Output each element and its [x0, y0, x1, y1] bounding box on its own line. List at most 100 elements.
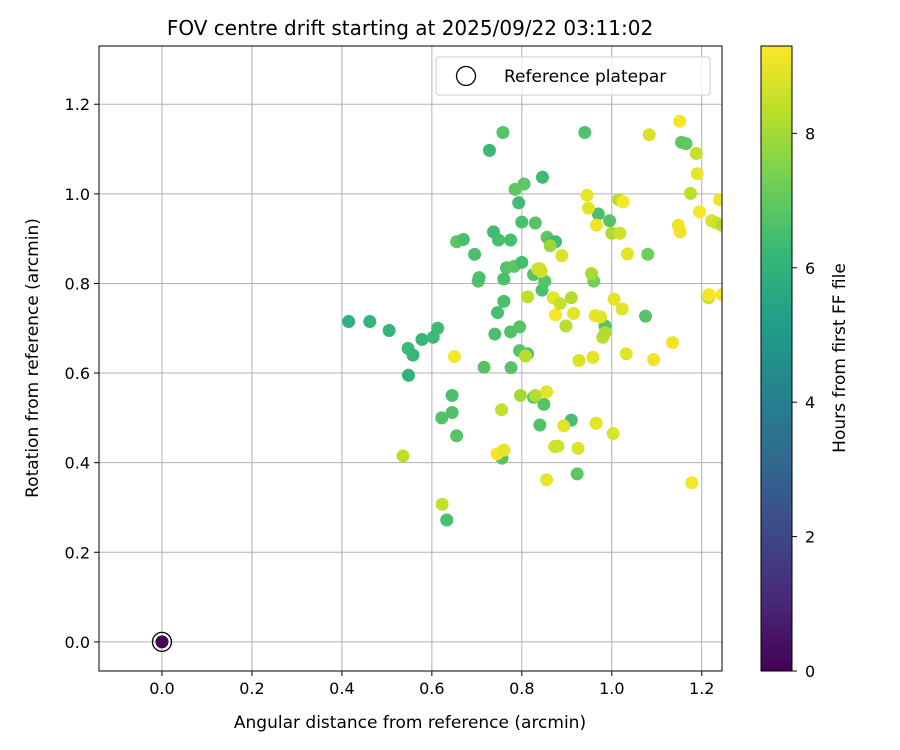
data-point: [445, 405, 459, 419]
data-point: [666, 336, 680, 350]
data-point: [504, 233, 518, 247]
data-point: [590, 218, 604, 232]
data-point: [679, 137, 693, 151]
data-point: [495, 403, 509, 417]
x-tick-label: 0.8: [509, 679, 534, 698]
data-point: [538, 274, 552, 288]
data-point: [713, 193, 722, 207]
data-point: [567, 306, 581, 320]
data-point: [559, 319, 573, 333]
x-tick-label: 0.0: [149, 679, 174, 698]
data-point: [468, 247, 482, 261]
data-points: [151, 114, 722, 653]
x-tick-label: 0.2: [239, 679, 264, 698]
data-point: [435, 497, 449, 511]
data-point: [491, 306, 505, 320]
data-point: [594, 310, 608, 324]
data-point: [518, 349, 532, 363]
colorbar-tick-label: 2: [805, 528, 815, 547]
data-point: [543, 239, 557, 253]
data-point: [673, 225, 687, 239]
data-point: [578, 125, 592, 139]
data-point: [517, 177, 531, 191]
data-point: [431, 321, 445, 335]
data-point: [496, 125, 510, 139]
colorbar-tick-label: 6: [805, 259, 815, 278]
data-point: [450, 429, 464, 443]
y-tick-label: 1.0: [65, 185, 90, 204]
data-point: [613, 226, 627, 240]
data-point: [504, 361, 518, 375]
data-point: [531, 262, 545, 276]
data-point: [702, 288, 716, 302]
data-point: [621, 247, 635, 261]
x-tick-label: 0.6: [419, 679, 444, 698]
colorbar-label: Hours from first FF file: [830, 263, 850, 453]
colorbar: 0 2 4 6 8 Hours from first FF file: [760, 45, 850, 681]
legend-label-reference: Reference platepar: [504, 67, 666, 87]
y-tick-label: 0.6: [65, 364, 90, 383]
data-point: [491, 233, 505, 247]
data-point: [540, 385, 554, 399]
data-point: [497, 272, 511, 286]
data-point: [528, 216, 542, 230]
data-point: [715, 218, 722, 232]
data-point: [536, 170, 550, 184]
x-tick-label: 0.4: [329, 679, 354, 698]
data-point: [581, 201, 595, 215]
data-point: [615, 302, 629, 316]
colorbar-gradient: [760, 45, 793, 672]
data-point: [533, 418, 547, 432]
data-point: [553, 297, 567, 311]
data-point: [445, 388, 459, 402]
reference-data-point: [155, 635, 169, 649]
x-axis-ticks: 0.0 0.2 0.4 0.6 0.8 1.0 1.2: [149, 671, 714, 698]
data-point: [589, 416, 603, 430]
data-point: [521, 290, 535, 304]
data-point: [673, 114, 687, 128]
y-tick-label: 0.2: [65, 543, 90, 562]
data-point: [639, 309, 653, 323]
data-point: [570, 467, 584, 481]
data-point: [619, 347, 633, 361]
y-tick-label: 0.4: [65, 454, 90, 473]
data-point: [684, 186, 698, 200]
data-point: [515, 215, 529, 229]
data-point: [603, 214, 617, 228]
y-axis-label: Rotation from reference (arcmin): [23, 218, 43, 498]
data-point: [512, 196, 526, 210]
data-point: [435, 411, 449, 425]
data-point: [488, 327, 502, 341]
data-point: [401, 368, 415, 382]
y-tick-label: 0.0: [65, 633, 90, 652]
plot-frame: [98, 45, 723, 672]
data-point: [585, 267, 599, 281]
y-tick-label: 1.2: [65, 95, 90, 114]
data-point: [456, 233, 470, 247]
data-point: [572, 354, 586, 368]
data-point: [382, 323, 396, 337]
data-point: [616, 195, 630, 209]
data-point: [497, 443, 511, 457]
data-point: [497, 294, 511, 308]
data-point: [472, 271, 486, 285]
data-point: [690, 167, 704, 181]
y-axis-ticks: 0.0 0.2 0.4 0.6 0.8 1.0 1.2: [65, 95, 99, 652]
data-point: [515, 255, 529, 269]
legend: Reference platepar: [435, 56, 711, 96]
data-point: [685, 476, 699, 490]
data-point: [342, 315, 356, 329]
data-point: [482, 143, 496, 157]
reference-platepar-marker: [151, 631, 173, 653]
data-point: [540, 473, 554, 487]
data-point: [564, 291, 578, 305]
data-point: [396, 449, 410, 463]
data-point: [415, 332, 429, 346]
data-point: [598, 326, 612, 340]
data-point: [537, 397, 551, 411]
legend-marker-reference: [455, 65, 477, 87]
x-axis-label: Angular distance from reference (arcmin): [234, 713, 586, 733]
data-point: [647, 353, 661, 367]
data-point: [447, 349, 461, 363]
